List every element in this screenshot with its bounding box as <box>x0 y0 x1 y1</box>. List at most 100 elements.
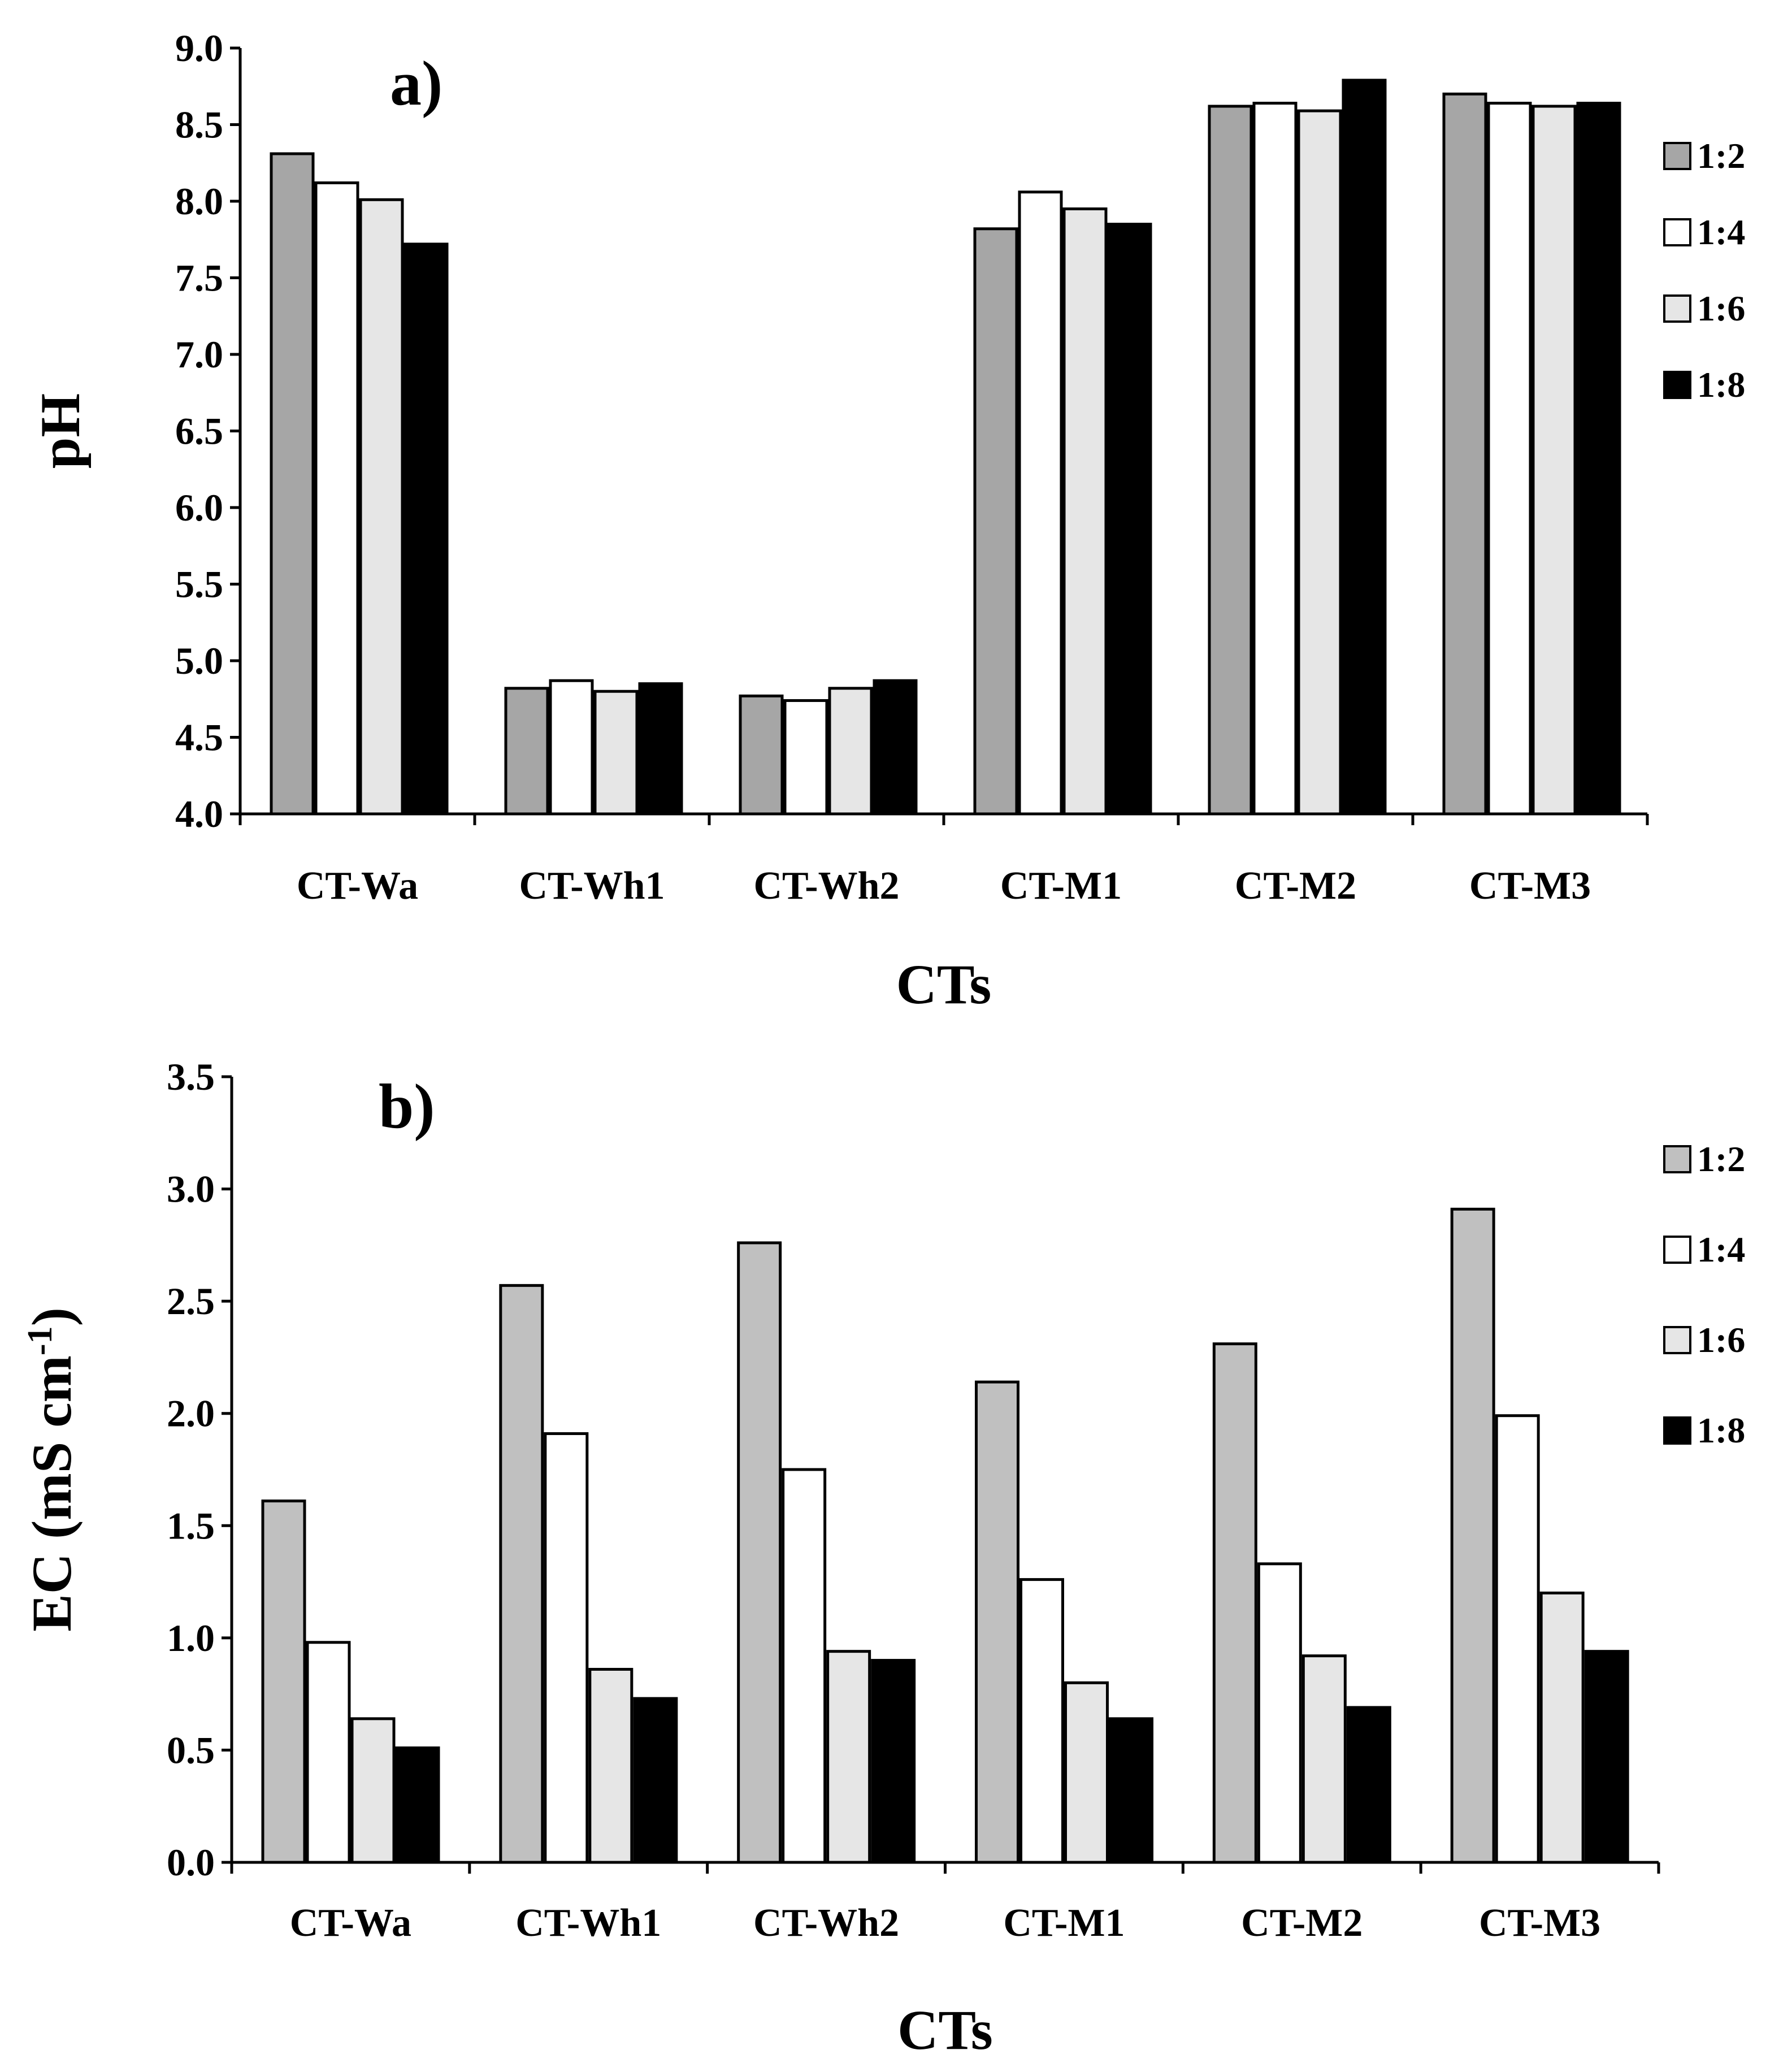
bar-1-6-CT-M3 <box>1531 105 1577 816</box>
chart-panel-2: 0.0 0.5 1.0 1.5 2.0 2.5 3.0 3.5 CT-Wa CT-Wh1 CT-Wh… <box>20 1055 1745 2061</box>
bar-1-2-CT-Wh2 <box>737 1241 782 1864</box>
y-tick-label: 4.0 <box>175 792 223 835</box>
legend-item-1-2: 1:2 <box>1663 1139 1745 1179</box>
legend-swatch <box>1663 142 1691 170</box>
bar-1-2-CT-Wh2 <box>739 694 784 816</box>
legend-item-1-8: 1:8 <box>1663 365 1745 405</box>
x-axis-title: CTs <box>896 953 992 1016</box>
x-tick-label: CT-Wh1 <box>519 864 665 908</box>
bar-1-2-CT-M3 <box>1442 92 1487 816</box>
legend-label: 1:2 <box>1697 1139 1745 1179</box>
bar-1-8-CT-Wh1 <box>633 1697 678 1864</box>
bar-1-6-CT-M1 <box>1064 1681 1109 1864</box>
bar-1-2-CT-Wh1 <box>504 687 549 816</box>
x-tick-label: CT-M3 <box>1469 864 1591 908</box>
legend-swatch <box>1663 1326 1691 1354</box>
bar-1-4-CT-M3 <box>1495 1414 1540 1864</box>
legend-label: 1:8 <box>1697 1410 1745 1450</box>
bar-1-4-CT-Wa <box>314 181 359 816</box>
legend-swatch <box>1663 218 1691 246</box>
bar-1-8-CT-M1 <box>1109 1717 1153 1864</box>
bar-1-8-CT-Wa <box>395 1746 440 1864</box>
bar-1-2-CT-M2 <box>1212 1342 1257 1864</box>
y-tick-label: 2.0 <box>167 1392 215 1435</box>
y-tick-label: 7.5 <box>175 257 223 300</box>
x-tick-label: CT-Wh2 <box>753 864 899 908</box>
bar-1-8-CT-M1 <box>1107 223 1152 816</box>
y-tick-label: 7.0 <box>175 333 223 376</box>
bar-1-4-CT-Wh1 <box>544 1432 589 1864</box>
x-tick-label: CT-Wh2 <box>753 1901 899 1945</box>
legend-item-1-6: 1:6 <box>1663 1320 1745 1360</box>
legend-label: 1:6 <box>1697 288 1745 328</box>
legend-item-1-4: 1:4 <box>1663 212 1745 252</box>
y-tick-label: 5.0 <box>175 639 223 682</box>
legend-label: 1:2 <box>1697 136 1745 176</box>
x-tick-label: CT-Wh1 <box>515 1901 661 1945</box>
bar-1-2-CT-M2 <box>1208 105 1253 816</box>
bar-1-8-CT-M3 <box>1576 102 1621 816</box>
bar-1-6-CT-M2 <box>1301 1654 1347 1864</box>
legend-swatch <box>1663 1145 1691 1173</box>
y-tick-label: 8.5 <box>175 103 223 146</box>
bar-1-6-CT-Wa <box>359 198 404 816</box>
bar-1-6-CT-Wh1 <box>593 690 639 816</box>
bar-1-2-CT-M1 <box>975 1380 1019 1864</box>
bar-1-8-CT-M3 <box>1584 1650 1629 1864</box>
y-tick-label: 6.0 <box>175 486 223 529</box>
y-axis-title: EC (mS cm-1) <box>20 1307 83 1632</box>
bar-1-4-CT-Wh2 <box>782 1468 827 1864</box>
legend-label: 1:4 <box>1697 1229 1745 1269</box>
y-axis-title: pH <box>29 393 92 469</box>
bar-1-4-CT-M1 <box>1019 1578 1064 1864</box>
legend-label: 1:6 <box>1697 1320 1745 1360</box>
panel-label: b) <box>379 1072 435 1142</box>
legend-swatch <box>1663 1236 1691 1264</box>
chart-panel-1: 4.0 4.5 5.0 5.5 6.0 6.5 7.0 7.5 8.0 8.5 9.0 CT-Wa CT… <box>29 27 1745 1016</box>
bar-1-4-CT-Wh2 <box>783 699 828 816</box>
bar-1-6-CT-M3 <box>1539 1591 1585 1864</box>
y-tick-label: 5.5 <box>175 563 223 606</box>
y-tick-label: 3.5 <box>167 1055 215 1098</box>
bar-1-6-CT-Wh2 <box>828 687 873 816</box>
legend-item-1-2: 1:2 <box>1663 136 1745 176</box>
y-tick-label: 2.5 <box>167 1280 215 1323</box>
y-tick-label: 3.0 <box>167 1168 215 1211</box>
bar-1-6-CT-M2 <box>1297 109 1342 816</box>
legend-swatch <box>1663 371 1691 399</box>
y-tick-label: 8.0 <box>175 180 223 223</box>
y-tick-label: 6.5 <box>175 410 223 453</box>
y-tick-label: 9.0 <box>175 27 223 70</box>
x-axis-title: CTs <box>897 1999 993 2061</box>
panel-label: a) <box>390 49 442 119</box>
bar-1-2-CT-M1 <box>973 227 1018 816</box>
bar-1-6-CT-Wh2 <box>826 1650 871 1864</box>
legend-swatch <box>1663 294 1691 323</box>
bar-1-2-CT-Wa <box>261 1499 306 1864</box>
bar-1-8-CT-Wh2 <box>871 1659 916 1864</box>
bar-1-6-CT-M1 <box>1062 207 1108 816</box>
bar-1-4-CT-Wa <box>306 1641 351 1864</box>
legend-label: 1:4 <box>1697 212 1745 252</box>
y-axis-title-superscript: -1 <box>21 1326 59 1355</box>
x-tick-label: CT-M1 <box>1000 864 1122 908</box>
y-axis-title-end: ) <box>20 1307 83 1326</box>
y-tick-label: 4.5 <box>175 716 223 759</box>
y-tick-label: 1.0 <box>167 1616 215 1659</box>
bar-1-2-CT-M3 <box>1450 1207 1495 1864</box>
bar-1-6-CT-Wh1 <box>588 1667 634 1864</box>
bar-1-6-CT-Wa <box>350 1717 396 1864</box>
bar-1-4-CT-M1 <box>1018 190 1063 816</box>
y-tick-label: 0.0 <box>167 1841 215 1884</box>
bar-1-8-CT-Wh1 <box>638 682 683 816</box>
legend-item-1-4: 1:4 <box>1663 1229 1745 1269</box>
legend-item-1-8: 1:8 <box>1663 1410 1745 1450</box>
bar-1-4-CT-M2 <box>1257 1562 1302 1864</box>
bar-1-8-CT-Wa <box>403 242 449 816</box>
y-axis-title-main: EC (mS cm <box>20 1355 83 1632</box>
legend-label: 1:8 <box>1697 365 1745 405</box>
bar-1-8-CT-M2 <box>1342 79 1387 816</box>
bar-1-8-CT-M2 <box>1346 1706 1391 1864</box>
legend-swatch <box>1663 1416 1691 1445</box>
